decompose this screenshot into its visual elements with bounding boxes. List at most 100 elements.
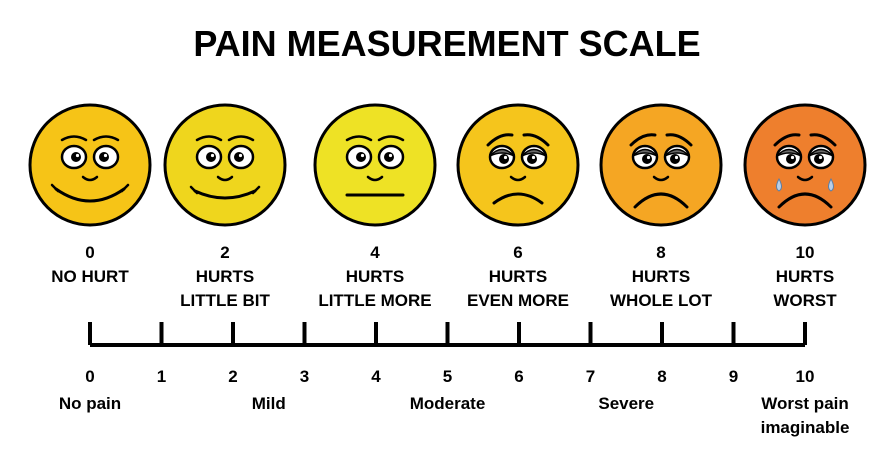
page-title: PAIN MEASUREMENT SCALE bbox=[193, 23, 700, 64]
mouth bbox=[193, 189, 257, 200]
face-circle bbox=[313, 103, 437, 227]
pupil bbox=[356, 152, 366, 162]
face-label-line: HURTS bbox=[196, 267, 255, 286]
face-score-10: 10 bbox=[796, 243, 815, 262]
pupil-highlight bbox=[818, 155, 823, 160]
pupil bbox=[499, 154, 509, 164]
category-label: Mild bbox=[252, 394, 286, 413]
pupil bbox=[786, 154, 796, 164]
category-label: Worst pain bbox=[761, 394, 849, 413]
scale-tick-label: 6 bbox=[514, 367, 523, 386]
face-label-line: WORST bbox=[773, 291, 837, 310]
mouth bbox=[54, 187, 126, 203]
pupil-highlight bbox=[75, 153, 80, 158]
numeric-scale: 0 1 2 3 4 5 6 7 8 9 10 bbox=[85, 322, 814, 386]
dimple bbox=[120, 183, 130, 193]
nose bbox=[366, 175, 384, 182]
face-label-line: HURTS bbox=[489, 267, 548, 286]
category-label: Severe bbox=[598, 394, 654, 413]
dimple bbox=[251, 185, 261, 195]
face-label-line: HURTS bbox=[346, 267, 405, 286]
nose bbox=[81, 175, 99, 182]
face-8 bbox=[599, 103, 723, 227]
face-label-line: EVEN MORE bbox=[467, 291, 569, 310]
face-circle bbox=[599, 103, 723, 227]
pupil bbox=[814, 154, 824, 164]
pupil-highlight bbox=[646, 155, 651, 160]
eyebrow bbox=[486, 133, 514, 147]
pupil-highlight bbox=[238, 153, 243, 158]
scale-tick-label: 10 bbox=[796, 367, 815, 386]
face-label-line: NO HURT bbox=[51, 267, 129, 286]
scale-tick-label: 4 bbox=[371, 367, 381, 386]
scale-tick-label: 7 bbox=[586, 367, 595, 386]
nose bbox=[796, 175, 814, 182]
face-score-8: 8 bbox=[656, 243, 665, 262]
pupil bbox=[234, 152, 244, 162]
mouth bbox=[777, 192, 833, 209]
face-circle bbox=[163, 103, 287, 227]
pupil-highlight bbox=[210, 153, 215, 158]
eyebrow bbox=[377, 135, 405, 142]
scale-tick-label: 9 bbox=[729, 367, 738, 386]
face-score-6: 6 bbox=[513, 243, 522, 262]
face-label-line: LITTLE BIT bbox=[180, 291, 270, 310]
tear-drop bbox=[828, 177, 834, 192]
face-label-line: LITTLE MORE bbox=[318, 291, 431, 310]
pupil-highlight bbox=[503, 155, 508, 160]
eyebrow bbox=[522, 133, 550, 147]
pupil-highlight bbox=[674, 155, 679, 160]
eyebrow bbox=[773, 133, 801, 147]
mouth bbox=[492, 192, 544, 205]
scale-tick-label: 2 bbox=[228, 367, 237, 386]
eyebrow bbox=[60, 135, 88, 142]
pupil bbox=[206, 152, 216, 162]
eyelid bbox=[664, 148, 690, 157]
face-4 bbox=[313, 103, 437, 227]
faces-row bbox=[28, 103, 867, 227]
eyelid bbox=[632, 148, 658, 157]
pupil-highlight bbox=[103, 153, 108, 158]
category-label: No pain bbox=[59, 394, 121, 413]
scale-tick-label: 8 bbox=[657, 367, 666, 386]
eyebrow bbox=[195, 135, 223, 142]
mouth bbox=[633, 192, 689, 209]
category-label: Moderate bbox=[410, 394, 486, 413]
pupil-highlight bbox=[360, 153, 365, 158]
pupil-highlight bbox=[790, 155, 795, 160]
pupil bbox=[71, 152, 81, 162]
eyelid bbox=[521, 148, 547, 157]
face-2 bbox=[163, 103, 287, 227]
face-score-2: 2 bbox=[220, 243, 229, 262]
face-label-line: HURTS bbox=[776, 267, 835, 286]
eyebrow bbox=[809, 133, 837, 147]
dimple bbox=[189, 185, 199, 195]
dimple bbox=[50, 183, 60, 193]
eyelid bbox=[776, 148, 802, 157]
nose bbox=[216, 175, 234, 182]
pupil bbox=[642, 154, 652, 164]
eyebrow bbox=[665, 133, 693, 147]
eyelid bbox=[808, 148, 834, 157]
pupil-highlight bbox=[388, 153, 393, 158]
eyelid bbox=[489, 148, 515, 157]
pupil bbox=[384, 152, 394, 162]
face-circle bbox=[456, 103, 580, 227]
face-circle bbox=[28, 103, 152, 227]
face-10 bbox=[743, 103, 867, 227]
face-labels: 0 NO HURT 2 HURTS LITTLE BIT 4 HURTS LITTLE MOR… bbox=[51, 243, 837, 310]
nose bbox=[509, 175, 527, 182]
tear-drop bbox=[776, 177, 782, 192]
eyebrow bbox=[345, 135, 373, 142]
face-circle bbox=[743, 103, 867, 227]
nose bbox=[652, 175, 670, 182]
category-label: imaginable bbox=[761, 418, 850, 437]
eyebrow bbox=[92, 135, 120, 142]
eyebrow bbox=[227, 135, 255, 142]
scale-tick-label: 3 bbox=[300, 367, 309, 386]
pupil bbox=[99, 152, 109, 162]
pupil bbox=[670, 154, 680, 164]
pupil-highlight bbox=[531, 155, 536, 160]
pupil bbox=[527, 154, 537, 164]
